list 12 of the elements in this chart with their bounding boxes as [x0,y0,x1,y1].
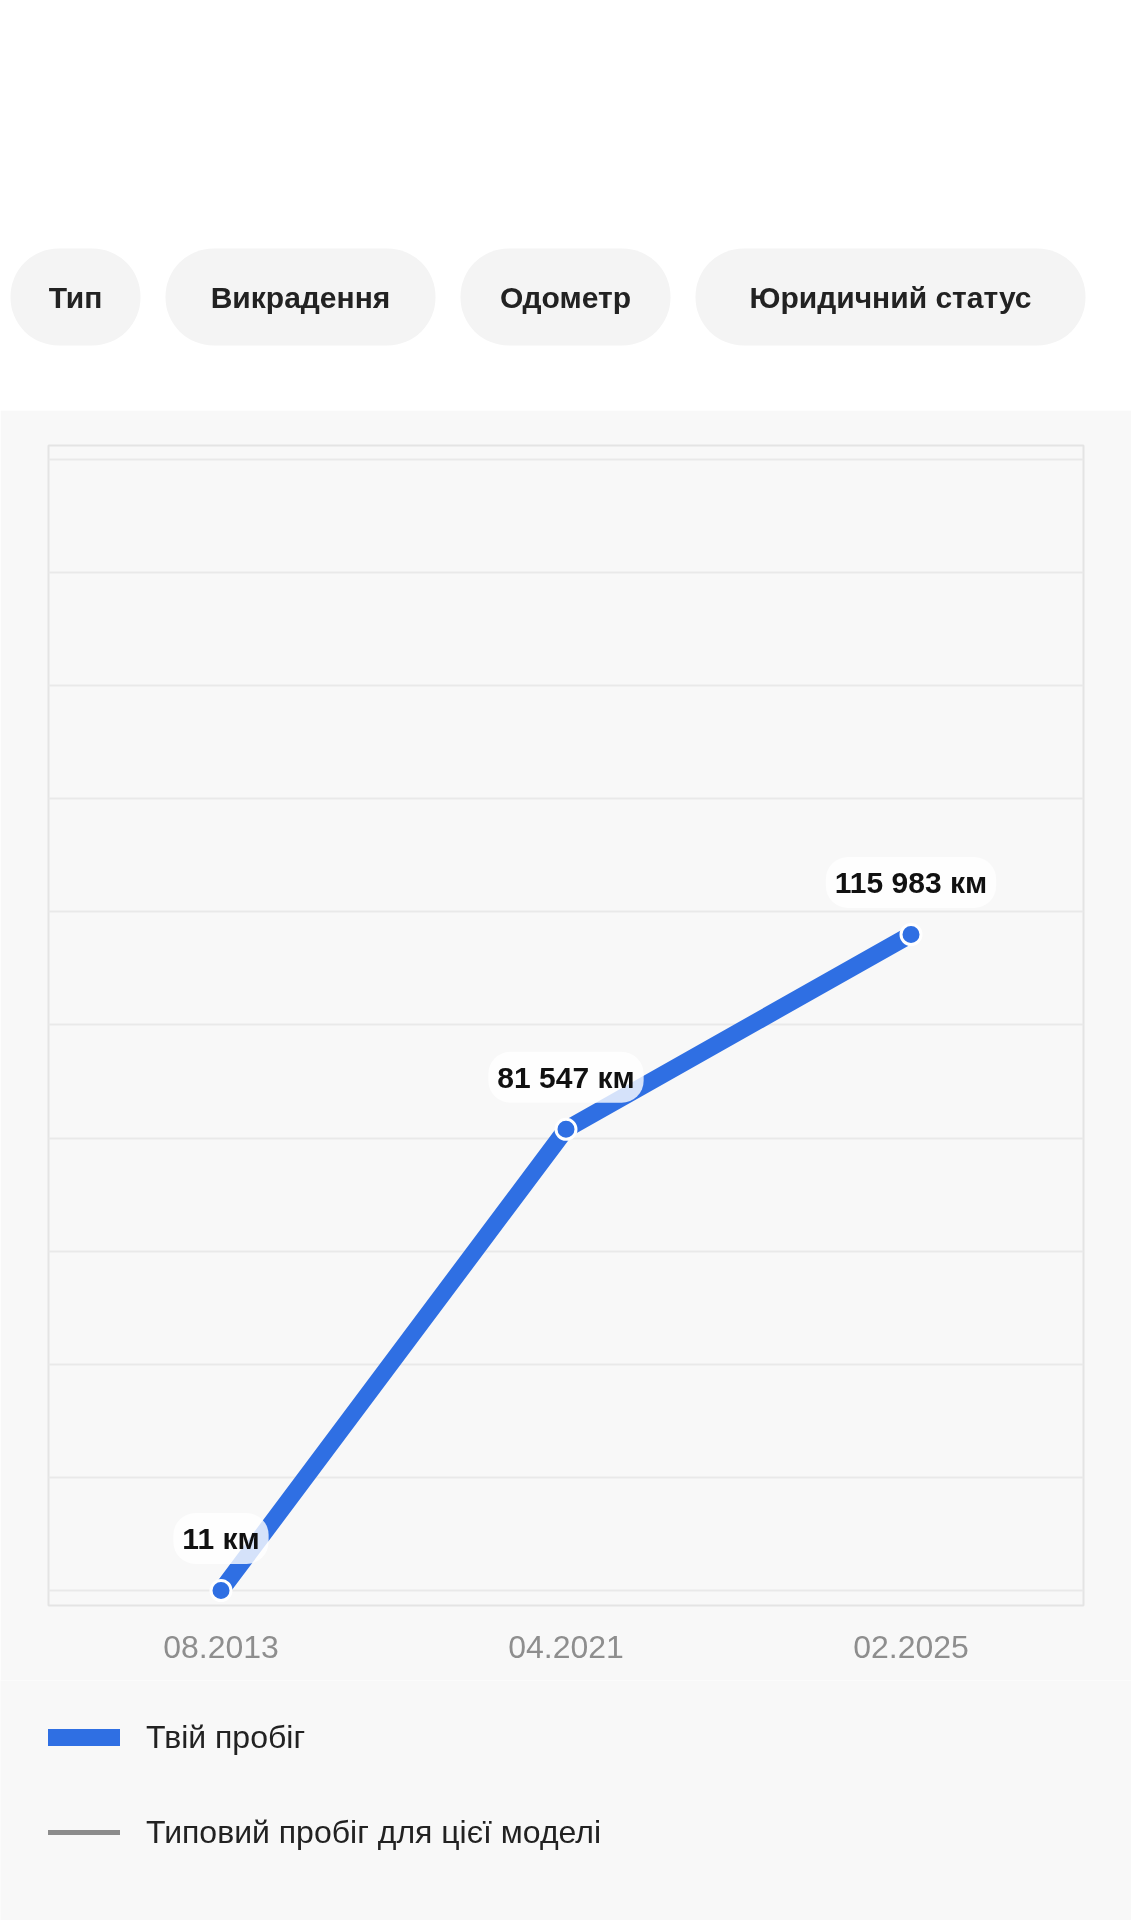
text: Викрадення [210,281,391,314]
x-tick-label: 08.2013 [163,1628,279,1665]
data-label: 81 547 км [497,1060,635,1094]
x-tick-label: 04.2021 [508,1628,624,1665]
x-tick-label: 02.2025 [853,1628,969,1665]
text: Одометр [499,281,632,314]
legend-label: Твій пробіг [146,1718,306,1756]
data-label: 11 км [182,1522,260,1555]
text: Тип [48,281,103,314]
data-label: 115 983 км [834,866,988,899]
legend-label: Типовий пробіг для цієї моделі [146,1813,602,1851]
text: Юридичний статус [749,281,1032,314]
